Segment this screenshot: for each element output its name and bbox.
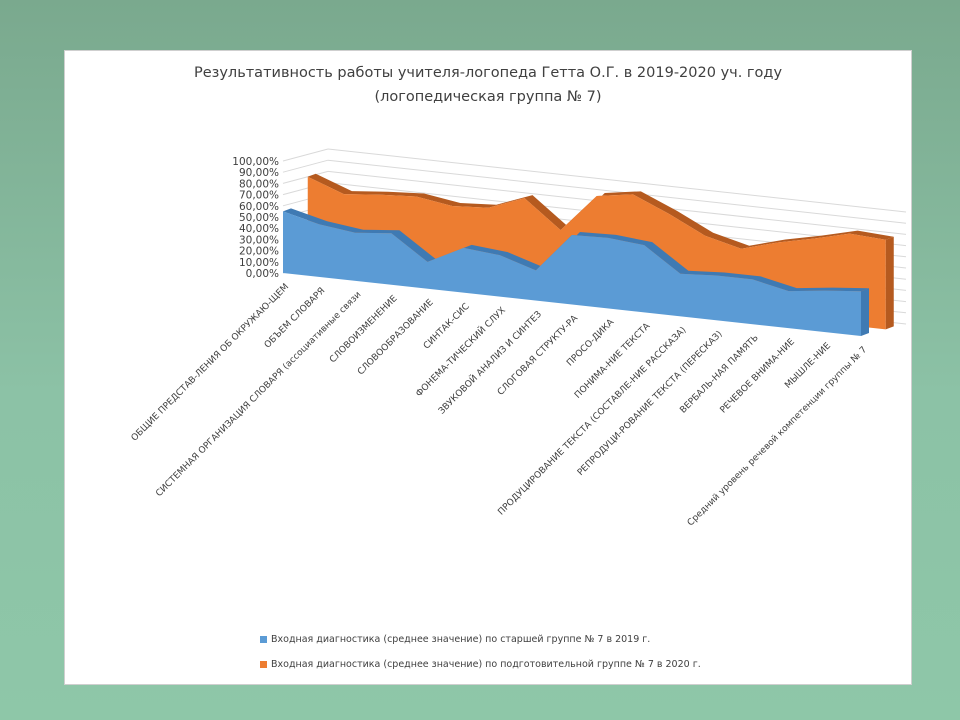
gridline-side xyxy=(282,159,329,173)
legend-item-series2: Входная диагностика (среднее значение) п… xyxy=(260,659,701,670)
slide-card: Результативность работы учителя-логопеда… xyxy=(64,50,912,685)
chart-plot: 0,00%10,00%20,00%30,00%40,00%50,00%60,00… xyxy=(130,148,907,528)
gridline-side xyxy=(282,148,329,162)
series2-side xyxy=(885,236,894,330)
y-tick-label: 0,00% xyxy=(246,268,279,280)
x-tick-label: ПРОДУЦИРОВАНИЕ ТЕКСТА (СОСТАВЛЕ-НИЕ РАСС… xyxy=(496,325,688,517)
chart-subtitle: (логопедическая группа № 7) xyxy=(374,89,602,105)
x-tick-label: РЕПРОДУЦИ-РОВАНИЕ ТЕКСТА (ПЕРЕСКАЗ) xyxy=(576,329,725,478)
y-tick-label: 100,00% xyxy=(232,156,279,168)
series1-area xyxy=(283,211,861,336)
legend-label-series2: Входная диагностика (среднее значение) п… xyxy=(271,659,701,670)
chart-title: Результативность работы учителя-логопеда… xyxy=(193,65,783,81)
y-tick-label: 40,00% xyxy=(239,223,279,235)
legend-swatch-series2 xyxy=(260,661,267,668)
x-tick-label: ВЕРБАЛЬ-НАЯ ПАМЯТЬ xyxy=(678,333,760,415)
y-tick-label: 60,00% xyxy=(239,201,279,213)
gridline-back xyxy=(327,159,907,224)
y-tick-label: 30,00% xyxy=(239,234,279,246)
y-tick-label: 80,00% xyxy=(239,178,279,190)
x-tick-label: ПОНИМА-НИЕ ТЕКСТА xyxy=(573,321,653,401)
x-tick-label: СЛОВООБРАЗОВАНИЕ xyxy=(356,298,436,378)
gridline-back xyxy=(327,148,907,213)
y-tick-label: 90,00% xyxy=(239,167,279,179)
series1-side xyxy=(861,288,869,336)
x-tick-label: СЛОВОИЗМЕНЕНИЕ xyxy=(328,294,400,366)
y-tick-label: 50,00% xyxy=(239,212,279,224)
y-tick-label: 70,00% xyxy=(239,190,279,202)
legend-item-series1: Входная диагностика (среднее значение) п… xyxy=(260,634,650,645)
legend-swatch-series1 xyxy=(260,636,267,643)
x-tick-label: СЛОГОВАЯ СТРУКТУ-РА xyxy=(496,313,581,398)
x-tick-label: ОБЩИЕ ПРЕДСТАВ-ЛЕНИЯ ОБ ОКРУЖАЮ-ЩЕМ xyxy=(130,282,291,443)
y-tick-label: 10,00% xyxy=(239,257,279,269)
x-tick-label: РЕЧЕВОЕ ВНИМА-НИЕ xyxy=(719,337,798,416)
gridline-side xyxy=(282,170,329,184)
y-tick-label: 20,00% xyxy=(239,246,279,258)
legend-label-series1: Входная диагностика (среднее значение) п… xyxy=(271,634,651,645)
